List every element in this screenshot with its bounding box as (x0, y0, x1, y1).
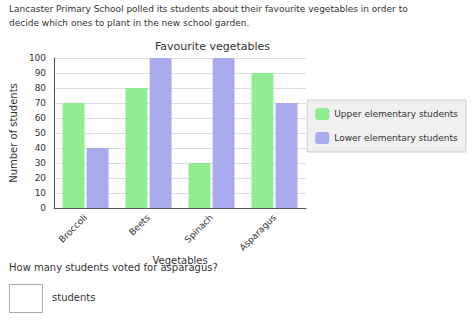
svg-text:100: 100 (29, 53, 46, 63)
svg-text:50: 50 (35, 128, 47, 138)
svg-text:20: 20 (35, 173, 47, 183)
svg-text:Asparagus: Asparagus (238, 212, 279, 253)
svg-text:40: 40 (35, 143, 47, 153)
svg-text:Lancaster Primary School polle: Lancaster Primary School polled its stud… (9, 4, 408, 14)
svg-text:Spinach: Spinach (183, 212, 215, 244)
svg-text:0: 0 (40, 203, 46, 213)
svg-text:10: 10 (35, 188, 47, 198)
svg-text:Number of students: Number of students (8, 83, 19, 183)
svg-text:Beets: Beets (127, 212, 152, 237)
svg-text:30: 30 (35, 158, 47, 168)
svg-text:80: 80 (35, 83, 47, 93)
svg-text:students: students (52, 292, 95, 303)
svg-text:Lower elementary students: Lower elementary students (334, 133, 458, 143)
svg-text:60: 60 (35, 113, 47, 123)
svg-text:Broccoli: Broccoli (57, 212, 89, 244)
svg-text:decide which ones to plant in: decide which ones to plant in the new sc… (9, 18, 249, 28)
svg-text:70: 70 (35, 98, 47, 108)
svg-text:Upper elementary students: Upper elementary students (334, 109, 458, 119)
svg-text:Favourite vegetables: Favourite vegetables (155, 40, 270, 53)
svg-text:90: 90 (35, 68, 47, 78)
svg-text:Vegetables: Vegetables (152, 255, 207, 266)
svg-text:How many students voted for as: How many students voted for asparagus? (9, 261, 218, 273)
